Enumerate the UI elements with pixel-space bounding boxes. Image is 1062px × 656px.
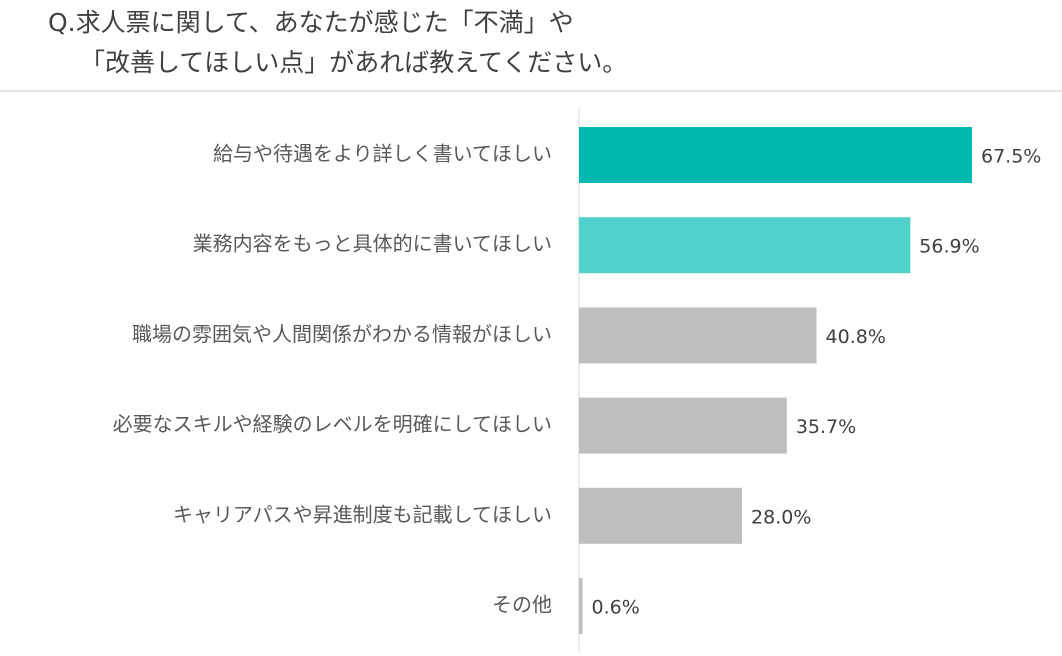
value-label: 40.8% xyxy=(826,326,886,348)
bar xyxy=(579,307,817,364)
chart-title: Q.求人票に関して、あなたが感じた「不満」や xyxy=(48,8,574,37)
bar xyxy=(579,127,972,183)
value-label: 67.5% xyxy=(981,146,1041,168)
category-label: 給与や待遇をより詳しく書いてほしい xyxy=(213,142,552,166)
value-label: 28.0% xyxy=(751,506,811,528)
category-label: 職場の雰囲気や人間関係がわかる情報がほしい xyxy=(132,322,552,346)
bar xyxy=(579,487,743,544)
value-label: 56.9% xyxy=(919,236,979,258)
bar xyxy=(579,397,787,454)
value-label: 0.6% xyxy=(591,597,639,619)
bar xyxy=(579,217,911,274)
value-label: 35.7% xyxy=(796,416,856,438)
bar xyxy=(579,578,583,634)
chart-title: 「改善してほしい点」があれば教えてください。 xyxy=(80,48,627,77)
category-label: 必要なスキルや経験のレベルを明確にしてほしい xyxy=(113,412,552,436)
category-label: その他 xyxy=(492,593,552,617)
category-label: 業務内容をもっと具体的に書いてほしい xyxy=(193,232,552,256)
category-label: キャリアパスや昇進制度も記載してほしい xyxy=(173,502,552,526)
